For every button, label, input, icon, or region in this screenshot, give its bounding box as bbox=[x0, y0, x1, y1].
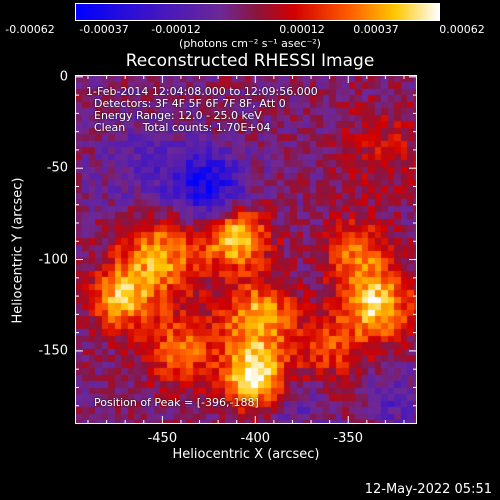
colorbar-units: (photons cm⁻² s⁻¹ asec⁻²) bbox=[179, 37, 321, 50]
colorbar-tick: 0.00037 bbox=[353, 23, 399, 36]
y-tick-label: -150 bbox=[38, 343, 68, 359]
x-tick-label: -350 bbox=[333, 431, 363, 446]
x-axis-label: Heliocentric X (arcsec) bbox=[172, 447, 320, 462]
y-tick-label: 0 bbox=[59, 69, 68, 85]
colorbar-tick: 0.00012 bbox=[279, 23, 325, 36]
x-tick-label: -400 bbox=[240, 431, 271, 446]
y-axis-label: Heliocentric Y (arcsec) bbox=[10, 177, 26, 324]
colorbar-gradient bbox=[76, 4, 439, 20]
time-range-annotation: 1-Feb-2014 12:04:08.000 to 12:09:56.000 bbox=[86, 85, 318, 98]
plot-area: 1-Feb-2014 12:04:08.000 to 12:09:56.000 … bbox=[75, 75, 417, 424]
timestamp: 12-May-2022 05:51 bbox=[364, 482, 492, 497]
colorbar-tick: -0.00037 bbox=[79, 23, 129, 36]
colorbar-tick: -0.00062 bbox=[5, 23, 55, 36]
colorbar-tick: 0.00062 bbox=[439, 23, 485, 36]
x-tick-label: -450 bbox=[147, 431, 178, 446]
peak-position-annotation: Position of Peak = [-396,-188] bbox=[94, 396, 259, 409]
method-counts-annotation: Clean Total counts: 1.70E+04 bbox=[94, 121, 271, 134]
detectors-annotation: Detectors: 3F 4F 5F 6F 7F 8F, Att 0 bbox=[94, 97, 286, 110]
y-tick-label: -50 bbox=[46, 160, 68, 176]
colorbar-tick: -0.00012 bbox=[151, 23, 201, 36]
energy-range-annotation: Energy Range: 12.0 - 25.0 keV bbox=[94, 109, 262, 122]
chart-title: Reconstructed RHESSI Image bbox=[125, 51, 375, 71]
colorbar bbox=[75, 3, 440, 21]
heatmap-image bbox=[76, 76, 416, 423]
y-tick-label: -100 bbox=[38, 252, 68, 268]
